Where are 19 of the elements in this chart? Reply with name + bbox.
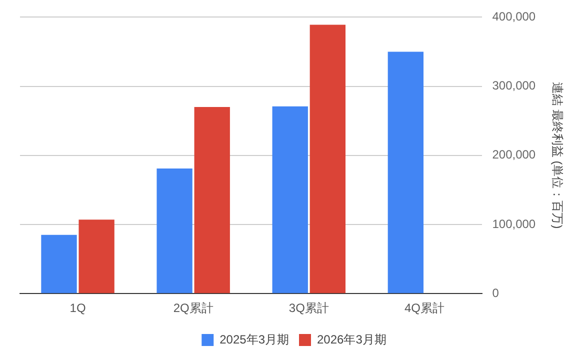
y-tick-label: 400,000 xyxy=(492,10,536,24)
bar xyxy=(156,168,192,294)
bar xyxy=(194,107,230,294)
legend-label: 2026年3月期 xyxy=(317,332,386,346)
bar xyxy=(272,106,308,294)
bar xyxy=(41,234,77,294)
x-tick-label: 4Q累計 xyxy=(404,301,444,316)
legend-label: 2025年3月期 xyxy=(220,332,290,346)
bar xyxy=(388,52,424,294)
x-tick-label: 3Q累計 xyxy=(288,301,329,316)
y-tick-label: 100,000 xyxy=(492,216,536,231)
bar xyxy=(78,220,114,294)
y-tick-label: 300,000 xyxy=(492,78,536,93)
y-tick-label: 0 xyxy=(492,286,500,300)
y-tick-label: 200,000 xyxy=(492,148,536,162)
bar xyxy=(310,24,346,294)
y-axis-title: 連結 最終利益 (単位：百万) xyxy=(550,82,564,229)
x-tick-label: 1Q xyxy=(70,301,86,316)
x-tick-label: 2Q累計 xyxy=(173,301,214,316)
